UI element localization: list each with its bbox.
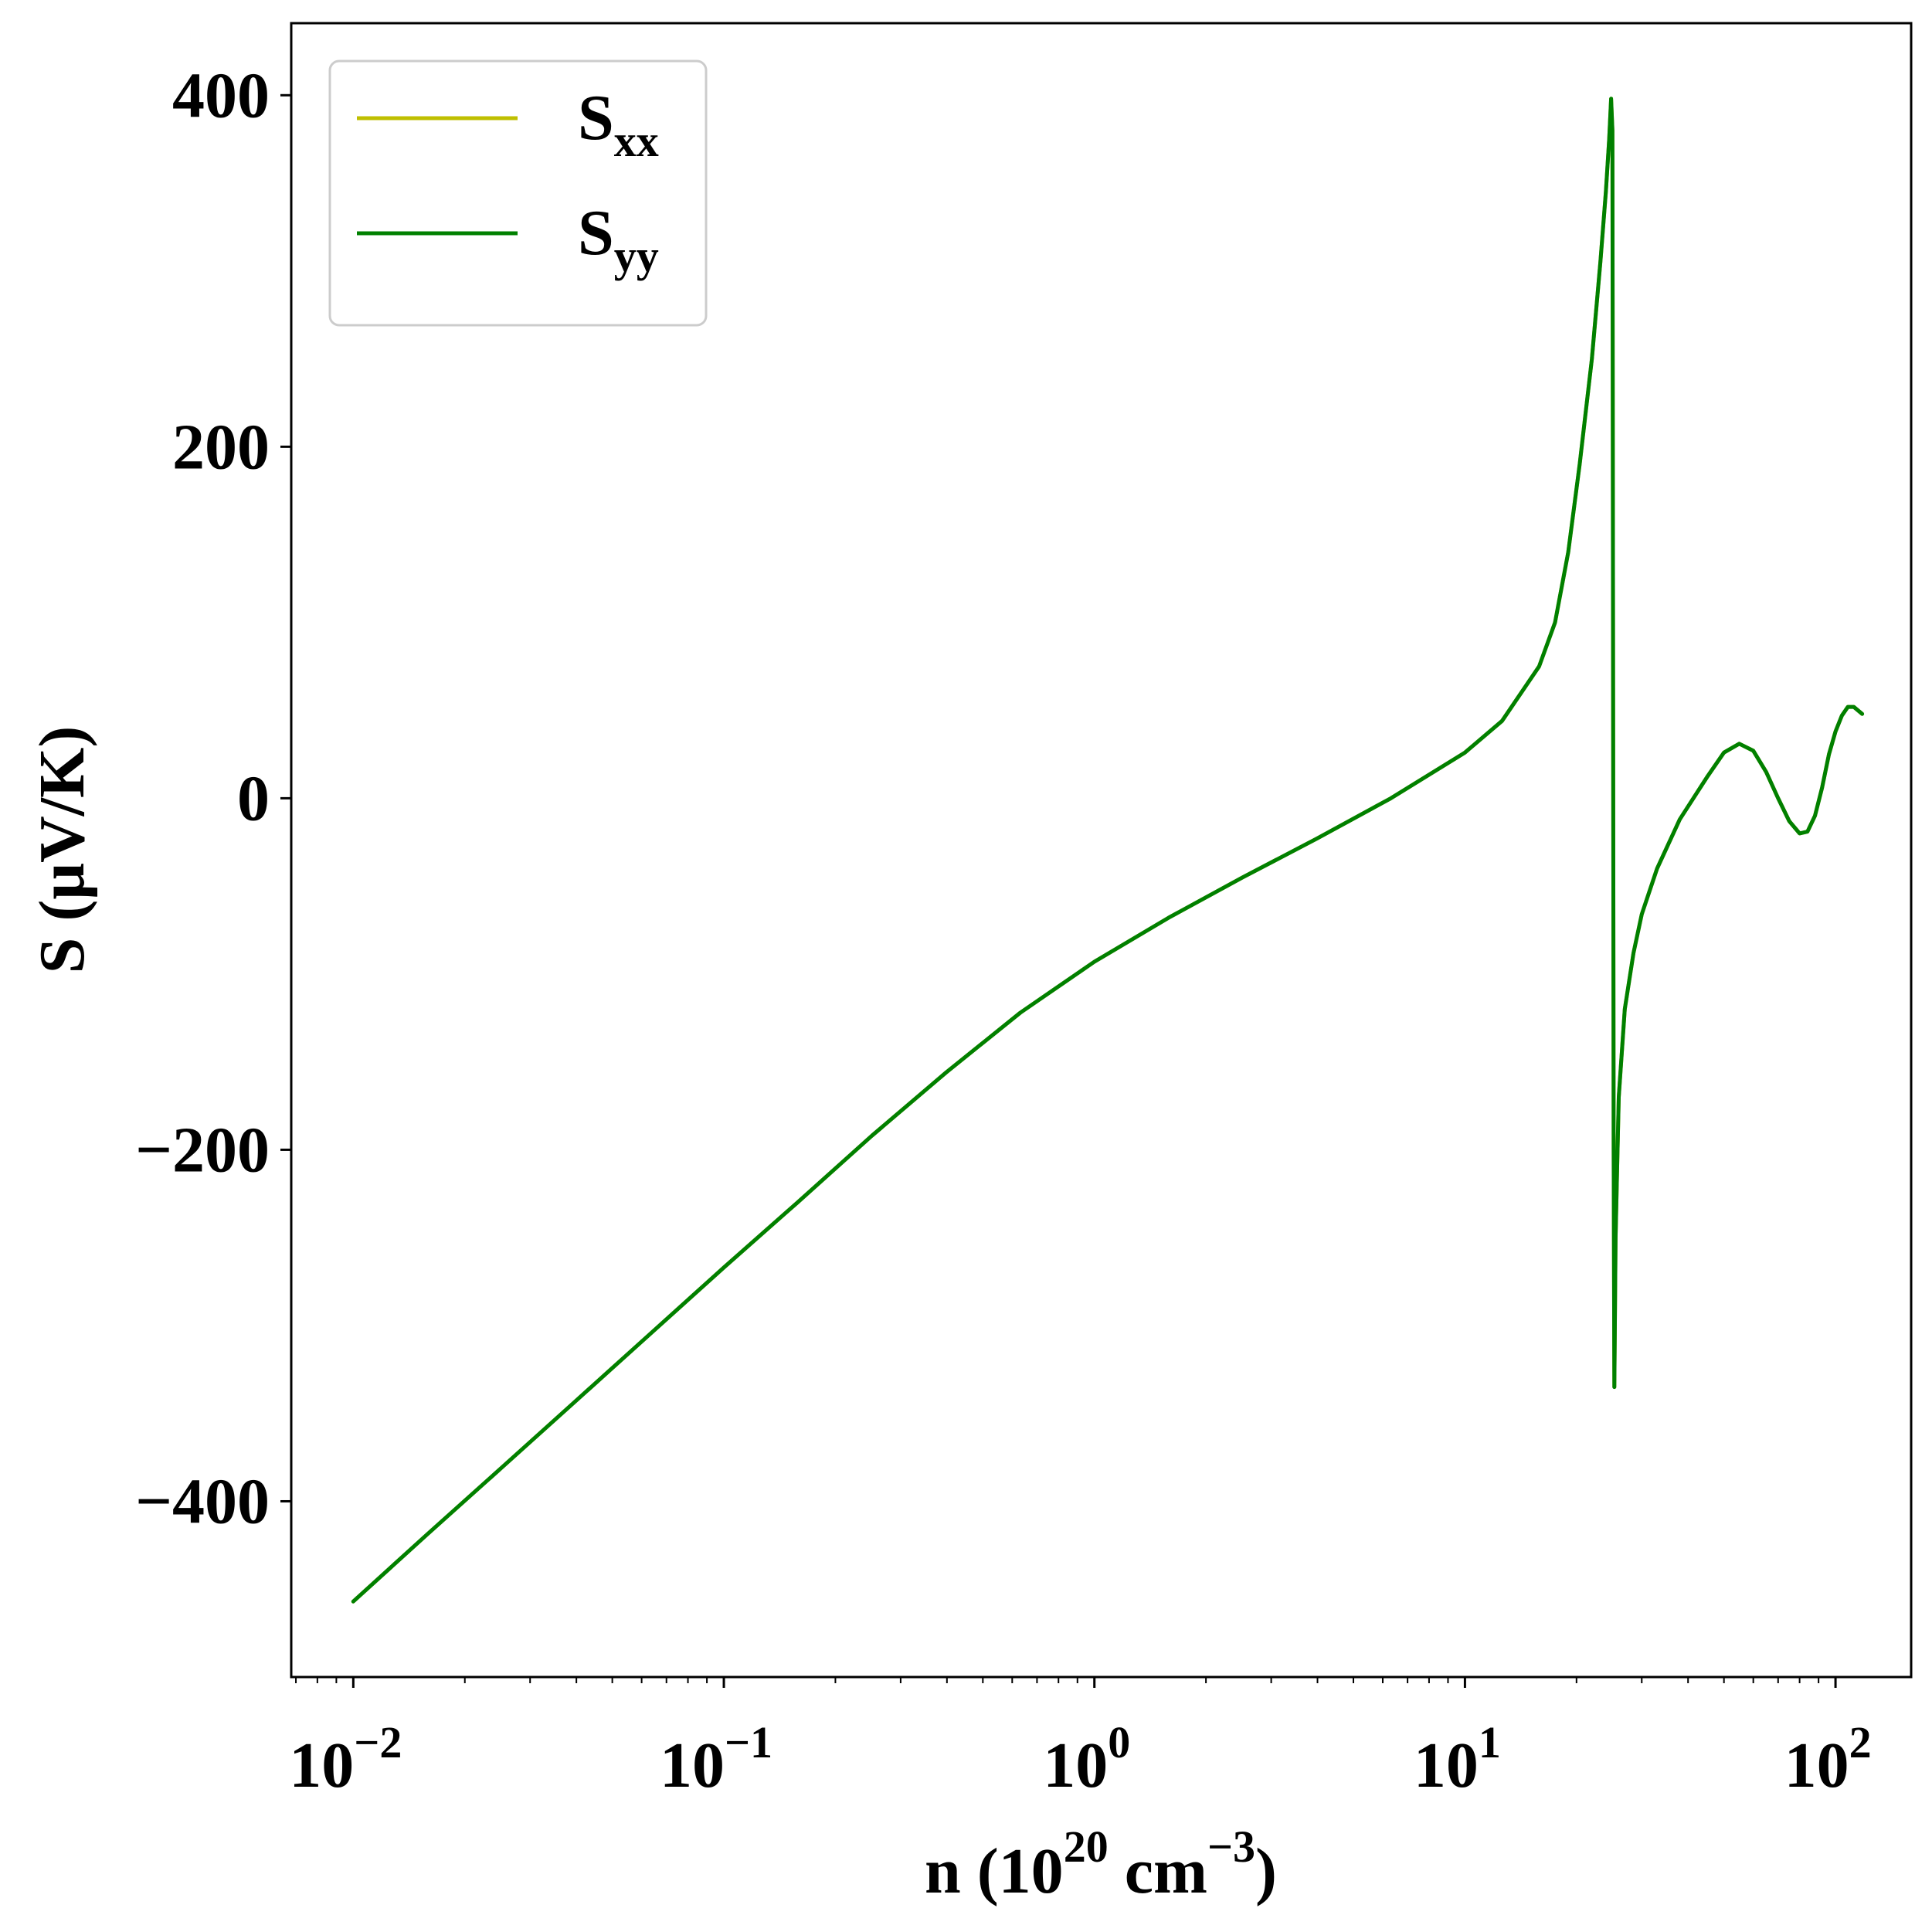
x-tick-label: 102 xyxy=(1784,1717,1872,1801)
x-axis-label-sup2: −3 xyxy=(1207,1821,1255,1872)
legend-sxx-sub: xx xyxy=(614,116,659,166)
x-tick-exponent: −2 xyxy=(354,1717,402,1767)
x-tick-label: 10−2 xyxy=(289,1717,402,1801)
x-tick-exponent: 0 xyxy=(1108,1717,1130,1767)
legend-box xyxy=(328,59,708,327)
x-axis-label: n (1020 cm−3) xyxy=(925,1821,1277,1907)
legend-syy-sub: yy xyxy=(614,231,659,281)
y-tick-label: 400 xyxy=(172,59,270,131)
x-tick-label: 101 xyxy=(1414,1717,1501,1801)
x-axis-label-end: ) xyxy=(1255,1835,1277,1907)
y-tick-label: −400 xyxy=(135,1465,270,1537)
x-axis-label-main: n (10 xyxy=(925,1835,1064,1907)
series-layer xyxy=(351,97,1865,1604)
legend-label-sxx: Sxx xyxy=(578,82,659,166)
x-tick-base: 10 xyxy=(660,1730,725,1801)
series-line-syy xyxy=(351,97,1865,1604)
x-tick-base: 10 xyxy=(1043,1730,1108,1801)
x-tick-label: 100 xyxy=(1043,1717,1130,1801)
legend-sxx-main: S xyxy=(578,82,614,154)
x-tick-base: 10 xyxy=(1784,1730,1849,1801)
legend-label-syy: Syy xyxy=(578,197,659,281)
legend: Sxx Syy xyxy=(328,59,708,327)
x-tick-base: 10 xyxy=(1414,1730,1479,1801)
y-tick-label: −200 xyxy=(135,1114,270,1186)
y-axis-label: S (μV/K) xyxy=(26,726,98,974)
legend-syy-main: S xyxy=(578,197,614,269)
y-tick-label: 0 xyxy=(237,762,270,834)
x-tick-exponent: 1 xyxy=(1479,1717,1501,1767)
y-axis-ticks: −400 −200 0 200 400 xyxy=(135,59,291,1537)
y-tick-label: 200 xyxy=(172,411,270,483)
x-tick-exponent: −1 xyxy=(725,1717,772,1767)
x-tick-base: 10 xyxy=(289,1730,354,1801)
x-tick-label: 10−1 xyxy=(660,1717,772,1801)
x-axis-ticks: 10−2 10−1 100 101 102 xyxy=(289,1677,1872,1801)
plot-frame xyxy=(290,22,1913,1679)
x-tick-exponent: 2 xyxy=(1849,1717,1872,1767)
x-axis-label-sup1: 20 xyxy=(1064,1821,1109,1872)
x-axis-label-mid: cm xyxy=(1109,1835,1207,1907)
